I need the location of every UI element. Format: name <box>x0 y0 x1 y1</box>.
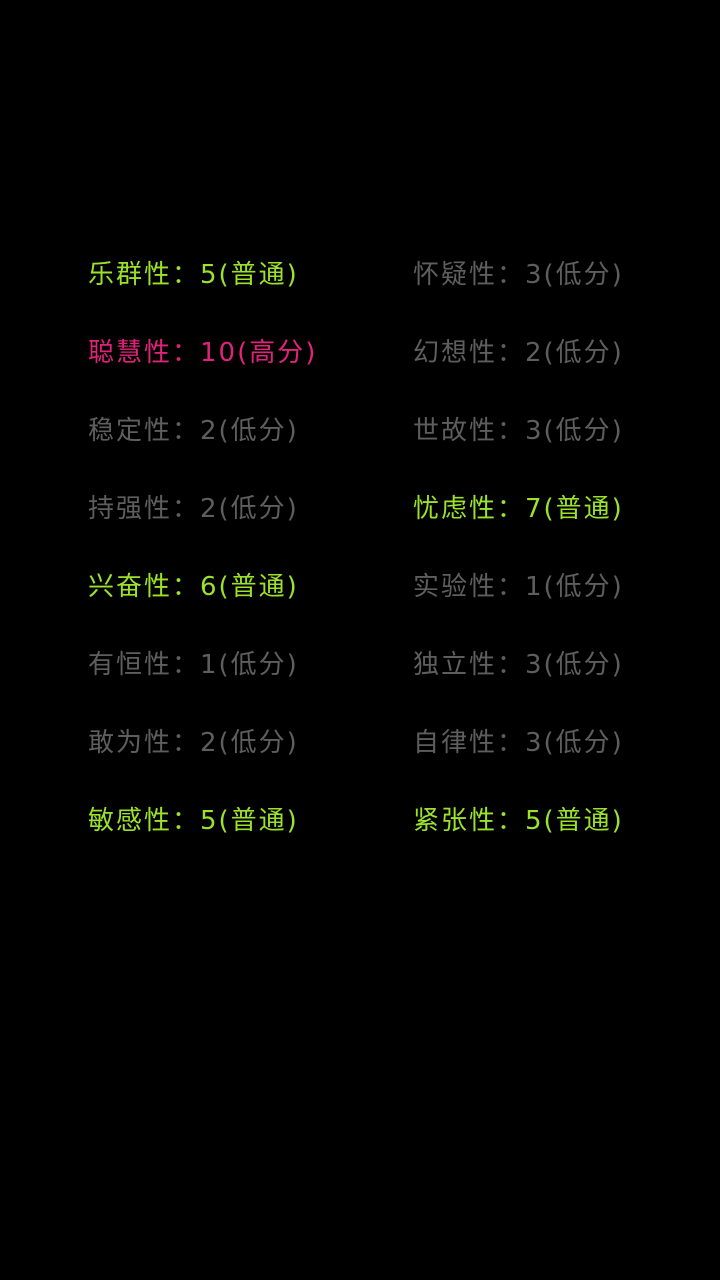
trait-score-low: 实验性：1(低分) <box>413 572 624 602</box>
trait-score-low: 幻想性：2(低分) <box>413 338 624 368</box>
trait-score-normal: 忧虑性：7(普通) <box>413 494 624 524</box>
trait-score-normal: 兴奋性：6(普通) <box>88 572 299 602</box>
trait-score-low: 独立性：3(低分) <box>413 650 624 680</box>
trait-score-low: 稳定性：2(低分) <box>88 416 299 446</box>
trait-score-low: 敢为性：2(低分) <box>88 728 299 758</box>
trait-score-grid: 乐群性：5(普通) 怀疑性：3(低分) 聪慧性：10(高分) 幻想性：2(低分) 稳定性… <box>88 258 653 838</box>
trait-score-low: 世故性：3(低分) <box>413 416 624 446</box>
trait-score-normal: 乐群性：5(普通) <box>88 260 299 290</box>
trait-score-low: 有恒性：1(低分) <box>88 650 299 680</box>
trait-score-high: 聪慧性：10(高分) <box>88 338 318 368</box>
trait-score-low: 持强性：2(低分) <box>88 494 299 524</box>
trait-score-normal: 敏感性：5(普通) <box>88 806 299 836</box>
trait-score-low: 自律性：3(低分) <box>413 728 624 758</box>
trait-score-normal: 紧张性：5(普通) <box>413 806 624 836</box>
trait-score-low: 怀疑性：3(低分) <box>413 260 624 290</box>
